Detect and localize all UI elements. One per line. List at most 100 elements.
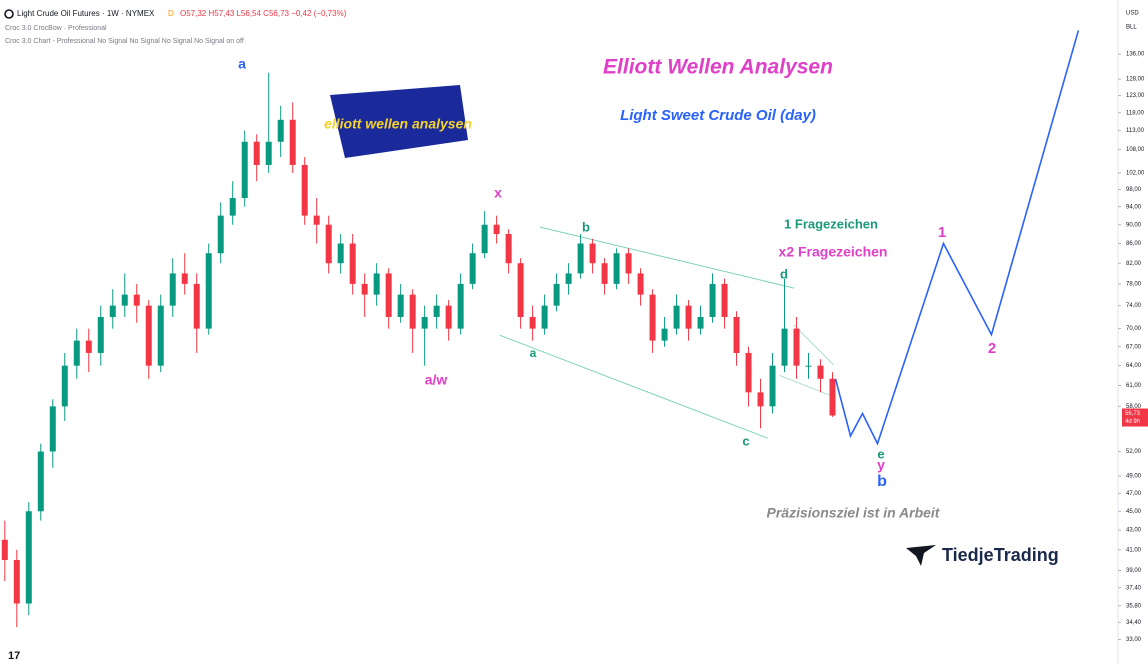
y-tick-label: 113,00 xyxy=(1126,128,1145,134)
wave-label: y xyxy=(877,457,885,473)
candle-body xyxy=(817,365,824,379)
candle-body xyxy=(481,224,488,254)
candle-body xyxy=(493,224,500,235)
candle-body xyxy=(169,273,176,306)
trendline xyxy=(499,334,768,439)
y-tick-label: 34,40 xyxy=(1126,620,1142,626)
candle-body xyxy=(361,283,368,295)
y-tick-label: 58,00 xyxy=(1126,404,1142,410)
y-tick-label: 102,00 xyxy=(1126,171,1145,177)
wave-label: a xyxy=(530,346,537,360)
wave-label: x2 Fragezeichen xyxy=(779,244,888,260)
chart-title: Elliott Wellen Analysen xyxy=(603,56,833,79)
y-tick-label: 47,00 xyxy=(1126,491,1142,497)
candle-body xyxy=(61,365,68,407)
y-tick-label: 128,00 xyxy=(1126,77,1145,83)
y-tick-label: 123,00 xyxy=(1126,93,1145,99)
y-tick-label: 41,00 xyxy=(1126,547,1142,553)
candle-body xyxy=(457,283,464,329)
wave-label: a/w xyxy=(425,372,448,388)
candle-body xyxy=(517,263,524,317)
candle-body xyxy=(613,253,620,284)
symbol: Light Crude Oil Futures · 1W · NYMEX xyxy=(17,9,155,18)
countdown: 4d 9h xyxy=(1125,419,1140,425)
brand: TiedjeTrading xyxy=(942,545,1059,565)
candle-body xyxy=(241,141,248,199)
wave-label: Präzisionsziel ist in Arbeit xyxy=(767,505,941,521)
candle-body xyxy=(205,253,212,329)
candle-body xyxy=(721,283,728,317)
indicator: Croc 3.0 CrocBow · Professional xyxy=(5,25,107,32)
candle-body xyxy=(685,305,692,329)
candle-body xyxy=(325,224,332,264)
candle-body xyxy=(661,328,668,341)
candle-body xyxy=(145,305,152,366)
candle-body xyxy=(49,406,56,452)
y-tick-label: 33,00 xyxy=(1126,637,1142,643)
candle-body xyxy=(289,119,296,165)
candle-body xyxy=(553,283,560,306)
y-tick-label: 82,00 xyxy=(1126,261,1142,267)
price-tag xyxy=(1122,408,1148,427)
y-tick-label: 98,00 xyxy=(1126,187,1142,193)
y-tick-label: 52,00 xyxy=(1126,449,1142,455)
chart-subtitle: Light Sweet Crude Oil (day) xyxy=(620,107,816,124)
y-tick-label: 118,00 xyxy=(1126,110,1145,116)
wave-label: 1 Fragezeichen xyxy=(784,216,878,231)
candle-body xyxy=(301,164,308,216)
candle-body xyxy=(505,234,512,264)
candle-body xyxy=(157,305,164,366)
candle-body xyxy=(529,316,536,329)
candle-body xyxy=(589,243,596,264)
candle-body xyxy=(781,328,788,366)
y-tick-label: 67,00 xyxy=(1126,344,1142,350)
candle-body xyxy=(385,273,392,317)
wave-label: c xyxy=(742,433,749,448)
candle-body xyxy=(349,243,356,284)
y-tick-label: 45,00 xyxy=(1126,509,1142,515)
candle-body xyxy=(421,316,428,329)
wave-label: a xyxy=(238,56,246,72)
unit: BLL xyxy=(1126,25,1137,31)
trendline xyxy=(539,226,795,289)
candle-body xyxy=(277,119,284,142)
brand-logo: TiedjeTrading xyxy=(906,545,1059,566)
candle-body xyxy=(601,263,608,284)
candle-body xyxy=(25,511,32,604)
candle-body xyxy=(745,352,752,393)
logo: elliott wellen analysen xyxy=(324,85,472,158)
candle-body xyxy=(373,273,380,295)
currency: USD xyxy=(1126,11,1139,17)
candle-body xyxy=(397,294,404,317)
wave-label: e xyxy=(877,446,884,461)
candle-body xyxy=(109,305,116,317)
y-tick-label: 136,00 xyxy=(1126,52,1145,58)
tv-logo: 17 xyxy=(8,650,20,662)
candle-body xyxy=(433,305,440,317)
candle-body xyxy=(313,215,320,225)
candle-body xyxy=(673,305,680,329)
wave-label: 1 xyxy=(938,224,946,241)
candle-body xyxy=(217,215,224,254)
y-tick-label: 64,00 xyxy=(1126,363,1142,369)
candle-body xyxy=(253,141,260,165)
candle-body xyxy=(625,253,632,274)
wave-label: d xyxy=(780,266,788,281)
candle-body xyxy=(121,294,128,306)
y-tick-label: 35,80 xyxy=(1126,603,1142,609)
candle-body xyxy=(649,294,656,341)
y-tick-label: 74,00 xyxy=(1126,303,1142,309)
y-tick-label: 61,00 xyxy=(1126,383,1142,389)
y-tick-label: 90,00 xyxy=(1126,222,1142,228)
logo-text: elliott wellen analysen xyxy=(324,116,472,132)
y-tick-label: 43,00 xyxy=(1126,528,1142,534)
y-tick-label: 86,00 xyxy=(1126,241,1142,247)
trendline xyxy=(793,324,835,366)
y-tick-label: 37,40 xyxy=(1126,585,1142,591)
wave-label: x xyxy=(494,185,502,201)
candle-body xyxy=(133,294,140,306)
wave-label: b xyxy=(877,473,887,490)
candle-body xyxy=(829,378,836,416)
candle-body xyxy=(85,340,92,353)
y-tick-label: 70,00 xyxy=(1126,326,1142,332)
